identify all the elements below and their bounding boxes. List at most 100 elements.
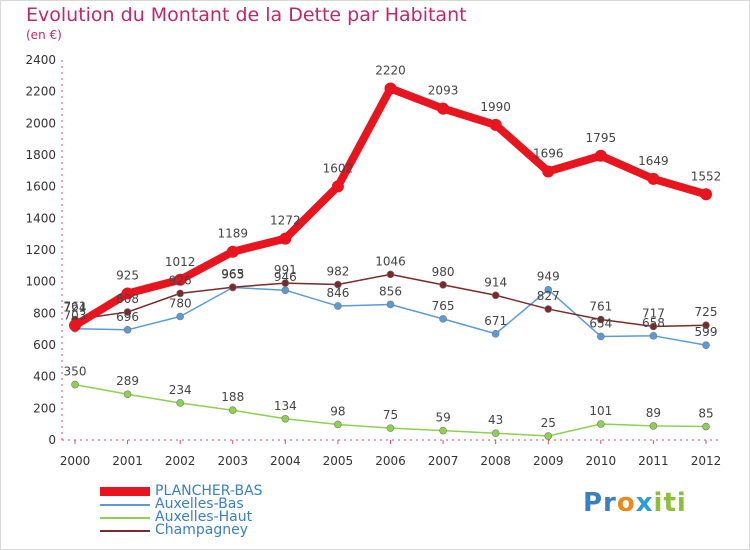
- legend-swatch: [100, 487, 150, 496]
- data-label: 982: [326, 265, 349, 279]
- data-label: 761: [589, 300, 612, 314]
- x-tick-label: 2009: [533, 454, 564, 468]
- y-tick-label: 1200: [25, 243, 56, 257]
- y-tick-label: 1800: [25, 148, 56, 162]
- logo-part-1: Pr: [583, 488, 617, 518]
- data-label: 85: [698, 407, 713, 421]
- legend-swatch: [100, 504, 150, 506]
- data-label: 808: [116, 292, 139, 306]
- x-tick-label: 2010: [586, 454, 617, 468]
- data-label: 101: [589, 404, 612, 418]
- logo-part-4: iti: [653, 488, 687, 518]
- data-point: [176, 289, 184, 298]
- data-label: 599: [695, 325, 718, 339]
- data-point: [489, 118, 502, 131]
- data-point: [647, 172, 660, 185]
- data-point: [700, 188, 712, 201]
- data-label: 234: [169, 383, 192, 397]
- logo-part-3: x: [635, 488, 654, 518]
- data-point: [386, 300, 395, 309]
- y-tick-label: 600: [33, 338, 56, 352]
- y-tick-label: 400: [33, 370, 56, 384]
- data-point: [228, 406, 237, 415]
- data-label: 914: [484, 275, 507, 289]
- proxiti-logo: Proxiti: [583, 488, 687, 518]
- legend-item: Auxelles-Haut: [100, 509, 360, 525]
- data-label: 856: [379, 284, 402, 298]
- y-tick-label: 1400: [25, 211, 56, 225]
- data-point: [384, 82, 397, 95]
- chart-title: Evolution du Montant de la Dette par Hab…: [26, 4, 467, 26]
- data-label: 134: [274, 399, 297, 413]
- data-point: [439, 315, 447, 323]
- data-point: [491, 291, 500, 300]
- data-point: [702, 321, 710, 330]
- data-point: [334, 280, 342, 289]
- data-point: [386, 270, 395, 279]
- legend-label: Champagney: [155, 522, 248, 538]
- data-point: [544, 285, 553, 294]
- y-tick-label: 800: [33, 306, 56, 320]
- data-point: [281, 414, 290, 423]
- x-tick-label: 2008: [480, 454, 511, 468]
- data-label: 1272: [270, 214, 301, 228]
- data-label: 2220: [375, 64, 406, 78]
- y-tick-label: 1000: [25, 275, 56, 289]
- data-label: 696: [116, 310, 139, 324]
- legend-label: Auxelles-Haut: [155, 509, 253, 525]
- data-point: [597, 315, 605, 324]
- data-label: 926: [169, 273, 192, 287]
- x-tick-label: 2000: [60, 454, 91, 468]
- data-label: 2093: [428, 84, 459, 98]
- legend-item: Champagney: [100, 522, 360, 538]
- x-tick-label: 2004: [270, 454, 301, 468]
- data-point: [228, 283, 237, 292]
- legend-swatch: [100, 517, 150, 519]
- data-point: [491, 429, 500, 437]
- data-label: 1189: [217, 227, 248, 241]
- data-label: 1990: [480, 100, 511, 114]
- data-label: 350: [64, 365, 87, 379]
- data-label: 25: [541, 416, 556, 430]
- x-tick-label: 2002: [165, 454, 196, 468]
- y-tick-label: 2000: [25, 116, 56, 130]
- data-point: [123, 308, 132, 316]
- data-label: 654: [589, 316, 612, 330]
- data-point: [123, 390, 132, 399]
- data-point: [542, 165, 555, 178]
- data-label: 1046: [375, 254, 406, 268]
- y-tick-label: 1600: [25, 180, 56, 194]
- data-label: 780: [169, 297, 192, 311]
- data-label: 1795: [586, 131, 617, 145]
- data-label: 980: [432, 265, 455, 279]
- data-label: 1649: [638, 154, 669, 168]
- chart-subtitle: (en €): [26, 28, 62, 42]
- data-point: [649, 332, 658, 340]
- data-label: 946: [274, 270, 297, 284]
- data-point: [174, 273, 187, 286]
- data-point: [123, 325, 132, 334]
- data-point: [281, 279, 290, 287]
- data-point: [334, 420, 342, 429]
- data-label: 43: [488, 413, 503, 427]
- x-tick-label: 2012: [691, 454, 722, 468]
- data-point: [702, 422, 710, 431]
- data-point: [702, 341, 710, 349]
- data-point: [69, 319, 81, 332]
- x-tick-label: 2007: [428, 454, 459, 468]
- data-point: [176, 399, 184, 407]
- data-point: [597, 420, 605, 428]
- data-label: 188: [221, 390, 244, 404]
- data-point: [544, 305, 553, 313]
- data-label: 965: [221, 267, 244, 281]
- data-label: 963: [221, 268, 244, 282]
- y-tick-label: 200: [33, 401, 56, 415]
- legend-swatch: [100, 530, 150, 532]
- data-point: [279, 232, 292, 245]
- data-point: [121, 287, 134, 300]
- legend-label: Auxelles-Bas: [155, 496, 244, 512]
- data-label: 846: [326, 286, 349, 300]
- data-label: 761: [64, 300, 87, 314]
- x-tick-label: 2003: [217, 454, 248, 468]
